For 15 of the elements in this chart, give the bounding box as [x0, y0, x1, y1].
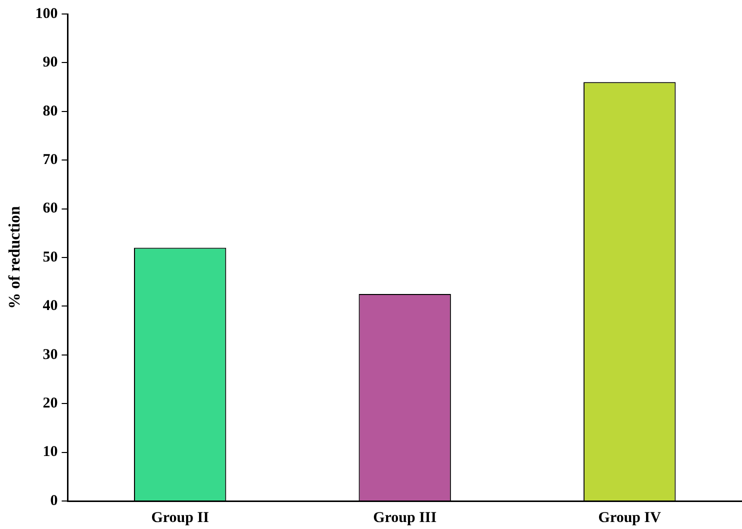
y-tick-label: 0	[50, 492, 58, 509]
y-tick-label: 20	[42, 395, 58, 412]
y-tick-label: 70	[42, 152, 58, 168]
x-tick-label: Group II	[151, 510, 210, 526]
y-tick-label: 10	[42, 444, 58, 460]
x-tick-label: Group IV	[598, 510, 662, 526]
y-axis-title: % of reduction	[6, 206, 24, 309]
y-tick-label: 100	[35, 6, 58, 22]
y-tick-label: 80	[42, 103, 58, 120]
y-tick-label: 50	[42, 249, 58, 266]
x-tick-label: Group III	[373, 510, 437, 526]
y-tick-label: 60	[42, 200, 58, 217]
y-tick-label: 90	[42, 54, 58, 71]
y-tick-label: 30	[42, 346, 58, 363]
y-tick-label: 40	[42, 298, 58, 314]
